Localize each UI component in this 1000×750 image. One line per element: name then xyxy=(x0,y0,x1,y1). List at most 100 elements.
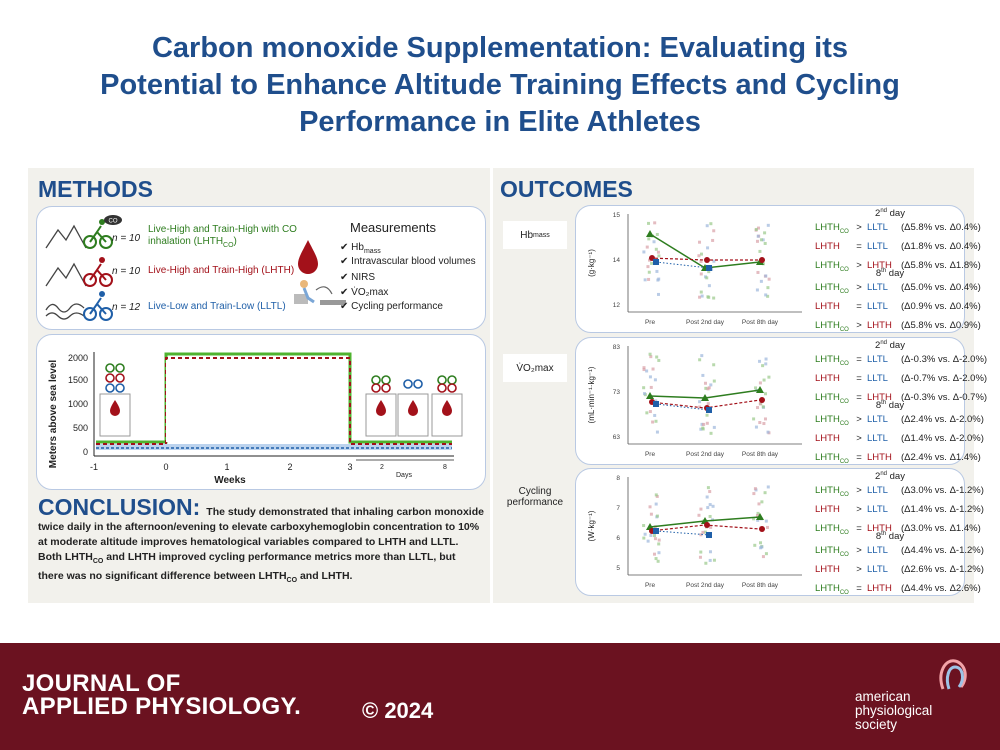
data-point xyxy=(652,240,656,244)
data-point xyxy=(653,378,657,382)
day-heading: 8th day xyxy=(875,268,905,280)
data-point xyxy=(656,292,660,296)
svg-text:-1: -1 xyxy=(90,462,98,472)
data-point xyxy=(704,561,708,565)
svg-text:CO: CO xyxy=(109,219,118,225)
data-point xyxy=(767,277,771,281)
data-point xyxy=(656,278,660,282)
svg-text:1: 1 xyxy=(224,462,229,472)
data-point xyxy=(753,487,757,491)
data-point xyxy=(642,386,646,390)
group-lltl: n = 12 Live-Low and Train-Low (LLTL) xyxy=(112,301,286,313)
comparison-row: LHTHCO > LHTH (Δ5.8% vs. Δ0.9%) xyxy=(815,320,981,333)
comparison-table: 2nd day LHTHCO > LLTL (Δ3.0% vs. Δ-1.2%) LHTH… xyxy=(815,471,984,596)
data-point xyxy=(763,231,767,235)
page-title: Carbon monoxide Supplementation: Evaluat… xyxy=(30,30,970,141)
footer-bar xyxy=(0,643,1000,750)
y-axis-label: (mL·min⁻¹·kg⁻¹) xyxy=(587,366,596,423)
svg-text:Meters above sea level: Meters above sea level xyxy=(48,360,59,469)
data-point xyxy=(764,552,768,556)
x-tick-label: Post 8th day xyxy=(742,451,779,458)
data-point xyxy=(702,422,706,426)
data-point xyxy=(657,538,661,542)
marker-lhth xyxy=(759,257,765,263)
marker-lhth xyxy=(704,257,710,263)
data-point xyxy=(754,386,758,390)
marker-lhthco xyxy=(756,513,764,520)
data-point xyxy=(657,254,661,258)
comparison-row: LHTHCO > LLTL (Δ4.4% vs. Δ-1.2%) xyxy=(815,545,984,558)
data-point xyxy=(759,279,763,283)
data-point xyxy=(711,504,715,508)
aps-name: american physiological society xyxy=(855,689,933,732)
measurement-nirs: ✔ NIRS xyxy=(340,272,376,283)
data-point xyxy=(759,238,763,242)
data-point xyxy=(758,402,762,406)
svg-text:1000: 1000 xyxy=(68,399,88,409)
data-point xyxy=(699,252,703,256)
data-point xyxy=(655,494,659,498)
data-point xyxy=(653,221,657,225)
title-line-3: Performance in Elite Athletes xyxy=(299,106,701,138)
data-point xyxy=(707,284,711,288)
data-point xyxy=(755,514,759,518)
measurement-blood-volumes: ✔ Intravascular blood volumes xyxy=(340,256,476,267)
data-point xyxy=(657,358,661,362)
data-point xyxy=(758,249,762,253)
data-point xyxy=(708,550,712,554)
cyclist-red-icon xyxy=(83,257,113,287)
comparison-row: LHTHCO > LLTL (Δ2.4% vs. Δ-2.0%) xyxy=(815,414,984,427)
group-n: n = 12 xyxy=(112,301,141,313)
data-point xyxy=(655,430,659,434)
data-point xyxy=(699,550,703,554)
comparison-row: LHTHCO = LHTH (Δ4.4% vs. Δ2.6%) xyxy=(815,583,981,596)
day-heading: 2nd day xyxy=(875,340,905,352)
marker-lhth xyxy=(759,526,765,532)
data-point xyxy=(709,383,713,387)
data-point xyxy=(764,362,768,366)
group-label: Live-Low and Train-Low (LLTL) xyxy=(148,301,286,312)
data-point xyxy=(712,379,716,383)
svg-text:8: 8 xyxy=(443,464,447,471)
data-point xyxy=(766,223,770,227)
blood-drop-icon xyxy=(298,240,318,274)
data-point xyxy=(708,503,712,507)
data-point xyxy=(655,269,659,273)
svg-text:Weeks: Weeks xyxy=(214,475,246,486)
data-point xyxy=(642,250,646,254)
marker-lhth xyxy=(759,397,765,403)
data-point xyxy=(707,386,711,390)
data-point xyxy=(647,277,651,281)
data-point xyxy=(700,294,704,298)
data-point xyxy=(759,541,763,545)
data-point xyxy=(648,352,652,356)
data-point xyxy=(762,378,766,382)
data-point xyxy=(766,286,770,290)
comparison-row: LHTHCO = LHTH (Δ2.4% vs. Δ1.4%) xyxy=(815,452,981,465)
data-point xyxy=(645,369,649,373)
data-point xyxy=(708,490,712,494)
data-point xyxy=(647,237,651,241)
copyright: © 2024 xyxy=(362,698,434,723)
outcome-label-hbmass: Hb mass xyxy=(503,221,567,249)
data-point xyxy=(752,492,756,496)
data-point xyxy=(653,413,657,417)
data-point xyxy=(764,274,768,278)
data-point xyxy=(700,422,704,426)
group-icons: CO xyxy=(45,215,122,321)
x-tick-label: Pre xyxy=(645,319,656,326)
data-point xyxy=(698,295,702,299)
data-point xyxy=(756,511,760,515)
data-point xyxy=(705,224,709,228)
data-point xyxy=(753,543,757,547)
data-point xyxy=(649,385,653,389)
data-point xyxy=(656,559,660,563)
marker-lhthco xyxy=(646,392,654,399)
cyclist-stack-icon xyxy=(105,363,457,393)
data-point xyxy=(703,530,707,534)
day-heading: 2nd day xyxy=(875,471,905,483)
svg-text:2: 2 xyxy=(287,462,292,472)
data-point xyxy=(766,525,770,529)
data-point xyxy=(755,239,759,243)
data-point xyxy=(709,525,713,529)
